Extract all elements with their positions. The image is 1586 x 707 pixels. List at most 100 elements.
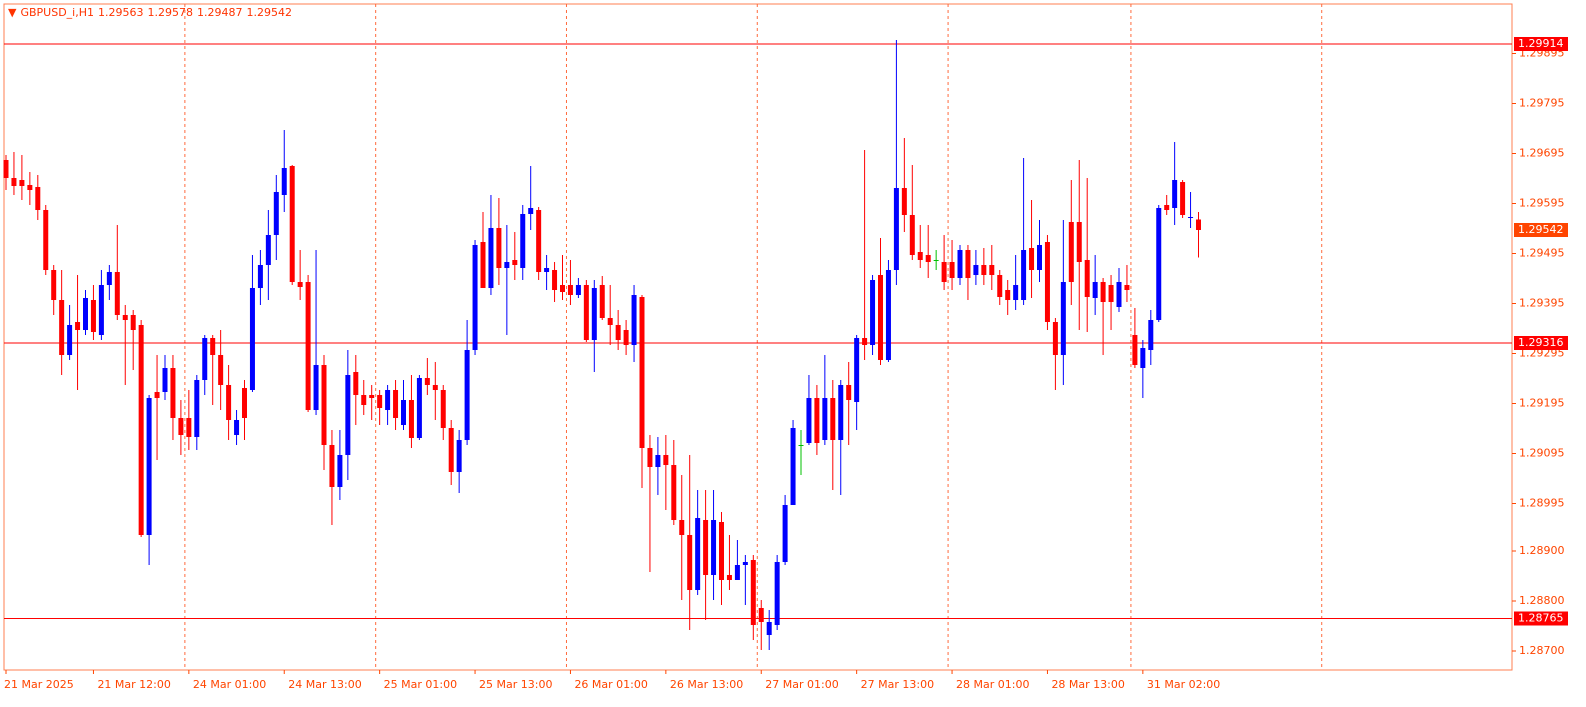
candle-body (218, 355, 224, 385)
candle-body (11, 178, 17, 186)
candle-body (480, 242, 486, 288)
candle-body (1084, 260, 1090, 297)
candle-body (361, 395, 367, 405)
candle-body (528, 208, 534, 214)
candle-body (456, 440, 462, 472)
candle-body (1037, 245, 1042, 270)
candle-body (719, 522, 724, 580)
candle-body (424, 378, 430, 385)
candle-body (671, 465, 677, 520)
candle-body (369, 395, 375, 398)
candle-body (257, 265, 263, 288)
candle-body (925, 255, 931, 262)
candle-body (1180, 182, 1186, 215)
candle-body (385, 390, 391, 410)
candle-body (520, 214, 526, 268)
candle-body (154, 392, 160, 398)
candle-body (1044, 242, 1050, 322)
candle-body (663, 455, 669, 465)
candle-body (885, 270, 891, 360)
candle-body (790, 428, 796, 505)
candle-body (1068, 222, 1074, 282)
candle-body (846, 385, 852, 400)
x-tick-label: 25 Mar 13:00 (479, 678, 552, 691)
y-tick-label: 1.29595 (1519, 197, 1565, 210)
candle-body (3, 160, 9, 178)
y-tick-label: 1.29095 (1519, 447, 1565, 460)
candle-body (83, 298, 88, 330)
candle-body (878, 275, 883, 360)
candle-body (734, 565, 740, 580)
candle-body (774, 562, 780, 625)
level-label-box (1514, 611, 1568, 626)
candle-body (432, 385, 438, 390)
candle-body (909, 215, 915, 255)
candle-body (210, 338, 216, 355)
candle-body (1013, 285, 1019, 300)
candle-body (416, 378, 422, 438)
candle-body (249, 288, 255, 390)
x-tick-label: 21 Mar 2025 (4, 678, 74, 691)
candle-body (631, 295, 637, 345)
candle-body (19, 180, 25, 186)
candle-body (997, 275, 1003, 297)
candle-body (623, 330, 629, 345)
candle-body (393, 390, 399, 418)
x-tick-label: 27 Mar 01:00 (765, 678, 838, 691)
candle-body (178, 418, 184, 435)
candle-body (401, 400, 406, 425)
candle-body (512, 260, 518, 265)
candle-body (766, 622, 772, 635)
candle-body (440, 390, 446, 428)
candle-body (981, 265, 987, 275)
collapse-arrow[interactable]: ▼ (8, 6, 17, 19)
candle-body (544, 268, 550, 272)
candle-body (1108, 285, 1114, 302)
candle-body (305, 282, 311, 410)
candle-body (313, 365, 319, 410)
candle-body (488, 228, 494, 288)
candle-body (798, 445, 804, 446)
x-tick-label: 31 Mar 02:00 (1147, 678, 1220, 691)
x-tick-label: 21 Mar 12:00 (97, 678, 170, 691)
level-label: 1.29316 (1518, 336, 1564, 349)
candle-body (893, 188, 899, 270)
candle-body (957, 250, 963, 278)
y-tick-label: 1.29395 (1519, 297, 1565, 310)
candle-body (965, 250, 971, 278)
last-price-label: 1.29542 (1518, 223, 1564, 236)
candle-body (202, 338, 208, 380)
open-value: 1.29563 (98, 6, 144, 19)
candle-body (35, 187, 41, 210)
candle-body (234, 420, 240, 435)
candle-body (1156, 208, 1162, 320)
candle-body (782, 505, 788, 562)
candle-body (1092, 282, 1098, 298)
candle-body (75, 322, 81, 330)
candle-body (941, 262, 947, 282)
candle-body (854, 338, 860, 402)
candle-body (59, 300, 65, 355)
candle-body (377, 395, 383, 408)
candle-body (814, 398, 820, 443)
candle-body (583, 285, 589, 340)
y-tick-label: 1.28900 (1519, 544, 1565, 557)
chart-header: ▼ GBPUSD_i,H1 1.29563 1.29578 1.29487 1.29542 (8, 6, 296, 19)
x-tick-label: 26 Mar 13:00 (670, 678, 743, 691)
candle-body (567, 285, 573, 295)
y-tick-label: 1.29495 (1519, 247, 1565, 260)
last-price-box (1514, 223, 1568, 237)
candle-body (1116, 282, 1122, 307)
candle-body (830, 398, 836, 440)
candle-body (575, 285, 581, 295)
candle-body (1124, 285, 1130, 290)
candle-body (679, 520, 685, 535)
candle-body (1021, 250, 1027, 300)
candle-body (870, 280, 876, 345)
x-tick-label: 27 Mar 13:00 (861, 678, 934, 691)
x-tick-label: 25 Mar 01:00 (384, 678, 457, 691)
candle-body (496, 228, 502, 268)
candle-body (114, 272, 120, 315)
candle-body (901, 188, 907, 215)
